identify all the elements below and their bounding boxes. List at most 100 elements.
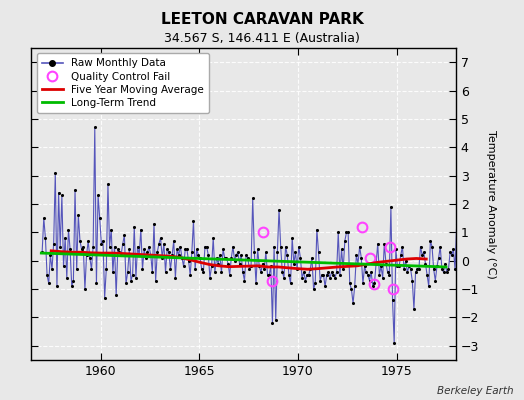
Point xyxy=(258,260,267,267)
Point xyxy=(336,272,344,278)
Point xyxy=(489,215,497,221)
Point xyxy=(85,255,94,261)
Point xyxy=(505,198,514,204)
Point xyxy=(345,280,354,287)
Point xyxy=(467,252,476,258)
Point xyxy=(261,249,270,256)
Point xyxy=(161,269,170,275)
Point xyxy=(349,300,357,306)
Point xyxy=(510,240,518,247)
Point xyxy=(308,255,316,261)
Point xyxy=(254,246,262,252)
Point xyxy=(135,252,144,258)
Point xyxy=(380,240,388,247)
Point xyxy=(58,192,66,199)
Point xyxy=(311,280,320,287)
Point xyxy=(365,277,374,284)
Point xyxy=(148,269,157,275)
Point xyxy=(231,258,239,264)
Point xyxy=(188,249,196,256)
Point xyxy=(498,206,507,213)
Point xyxy=(472,260,481,267)
Point xyxy=(286,280,294,287)
Point xyxy=(378,274,387,281)
Point xyxy=(471,255,479,261)
Point xyxy=(490,286,499,292)
Point xyxy=(313,226,321,233)
Point xyxy=(334,229,343,236)
Point xyxy=(186,272,194,278)
Point xyxy=(268,320,277,326)
Point xyxy=(413,266,421,272)
Point xyxy=(319,272,328,278)
Point xyxy=(166,266,174,272)
Point xyxy=(459,226,467,233)
Point xyxy=(41,235,50,241)
Point xyxy=(257,269,265,275)
Point xyxy=(277,243,285,250)
Point xyxy=(91,124,99,131)
Point xyxy=(130,224,138,230)
Point xyxy=(115,249,124,256)
Point xyxy=(204,252,213,258)
Point xyxy=(485,269,494,275)
Point xyxy=(66,246,74,252)
Point xyxy=(370,280,379,287)
Point xyxy=(163,246,171,252)
Point xyxy=(209,235,217,241)
Point xyxy=(314,249,323,256)
Point xyxy=(64,226,73,233)
Point xyxy=(102,266,111,272)
Point xyxy=(265,272,274,278)
Text: 34.567 S, 146.411 E (Australia): 34.567 S, 146.411 E (Australia) xyxy=(164,32,360,45)
Point xyxy=(260,266,268,272)
Point xyxy=(431,277,440,284)
Point xyxy=(372,260,380,267)
Point xyxy=(273,249,281,256)
Point xyxy=(255,263,264,270)
Point xyxy=(156,235,165,241)
Point xyxy=(482,269,490,275)
Point xyxy=(122,280,130,287)
Point xyxy=(95,215,104,221)
Point xyxy=(514,243,522,250)
Point xyxy=(237,252,245,258)
Point xyxy=(368,283,377,290)
Point xyxy=(234,249,242,256)
Point xyxy=(405,263,413,270)
Point xyxy=(196,255,204,261)
Point xyxy=(424,283,433,290)
Point xyxy=(46,252,54,258)
Y-axis label: Temperature Anomaly (°C): Temperature Anomaly (°C) xyxy=(486,130,496,278)
Point xyxy=(160,240,168,247)
Point xyxy=(71,187,79,193)
Point xyxy=(457,246,466,252)
Point xyxy=(114,246,122,252)
Point xyxy=(158,255,167,261)
Point xyxy=(191,266,199,272)
Point xyxy=(290,260,298,267)
Point xyxy=(94,192,102,199)
Point xyxy=(206,274,214,281)
Point xyxy=(329,272,337,278)
Point xyxy=(300,269,308,275)
Point xyxy=(40,215,48,221)
Point xyxy=(198,266,206,272)
Point xyxy=(309,286,318,292)
Point xyxy=(344,229,352,236)
Point xyxy=(278,269,287,275)
Point xyxy=(456,195,464,202)
Point xyxy=(173,246,181,252)
Point xyxy=(303,272,311,278)
Point xyxy=(391,246,400,252)
Point xyxy=(97,240,105,247)
Point xyxy=(264,272,272,278)
Point xyxy=(104,181,112,187)
Point xyxy=(181,246,190,252)
Point xyxy=(354,260,362,267)
Point xyxy=(400,266,408,272)
Point xyxy=(355,243,364,250)
Point xyxy=(147,252,155,258)
Point xyxy=(418,252,427,258)
Point xyxy=(38,249,46,256)
